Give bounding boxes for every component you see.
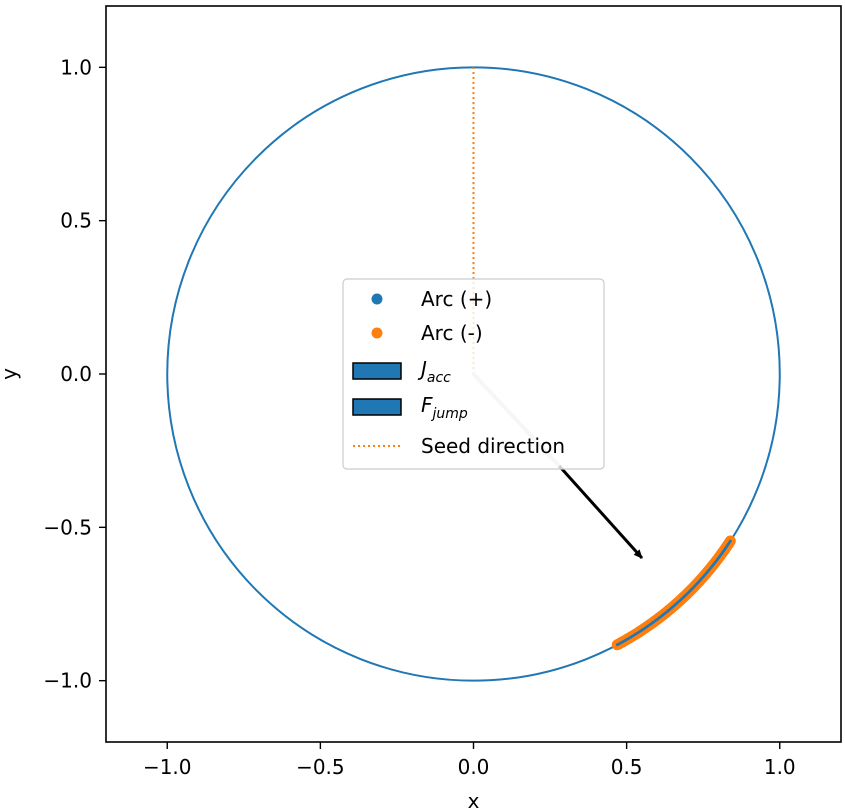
legend-label-arc-minus: Arc (-): [421, 321, 483, 345]
arc-plus-series: [615, 539, 732, 647]
legend-box: [342, 278, 605, 470]
arc-minus-series: [611, 535, 736, 651]
x-tick-label: −0.5: [296, 755, 345, 779]
tick-layer: −1.0 −0.5 0.0 0.5 1.0 1.0 0.5 0.0 −0.5 −1.0: [43, 55, 795, 779]
legend: Arc (+) Arc (-) Jacc Fjump Seed directio…: [342, 278, 605, 470]
y-tick-label: 1.0: [60, 55, 92, 79]
legend-label-seed-direction: Seed direction: [421, 434, 565, 458]
y-tick-label: −0.5: [43, 515, 92, 539]
legend-marker-arc-plus: [371, 293, 383, 305]
legend-label-j-acc-main: J: [417, 357, 427, 381]
f-jump-arrow: [558, 464, 644, 560]
x-axis-label: x: [468, 789, 480, 812]
x-tick-label: 0.5: [611, 755, 643, 779]
legend-label-f-jump: Fjump: [421, 393, 468, 422]
y-axis-label: y: [0, 368, 21, 380]
legend-label-arc-plus: Arc (+): [421, 287, 492, 311]
legend-marker-f-jump: [352, 398, 402, 416]
legend-marker-arc-minus: [371, 327, 383, 339]
legend-label-j-acc-sub: acc: [427, 370, 451, 386]
x-tick-label: 1.0: [764, 755, 796, 779]
y-tick-label: 0.0: [60, 362, 92, 386]
plot-area: [166, 66, 781, 682]
legend-marker-j-acc: [352, 362, 402, 380]
legend-label-f-jump-main: F: [421, 393, 433, 417]
x-tick-label: −1.0: [143, 755, 192, 779]
y-tick-label: −1.0: [43, 669, 92, 693]
x-tick-label: 0.0: [458, 755, 490, 779]
legend-label-j-acc: Jacc: [417, 357, 451, 386]
arc-plus-point: [728, 539, 732, 543]
y-tick-label: 0.5: [60, 209, 92, 233]
legend-label-f-jump-sub: jump: [431, 406, 468, 422]
